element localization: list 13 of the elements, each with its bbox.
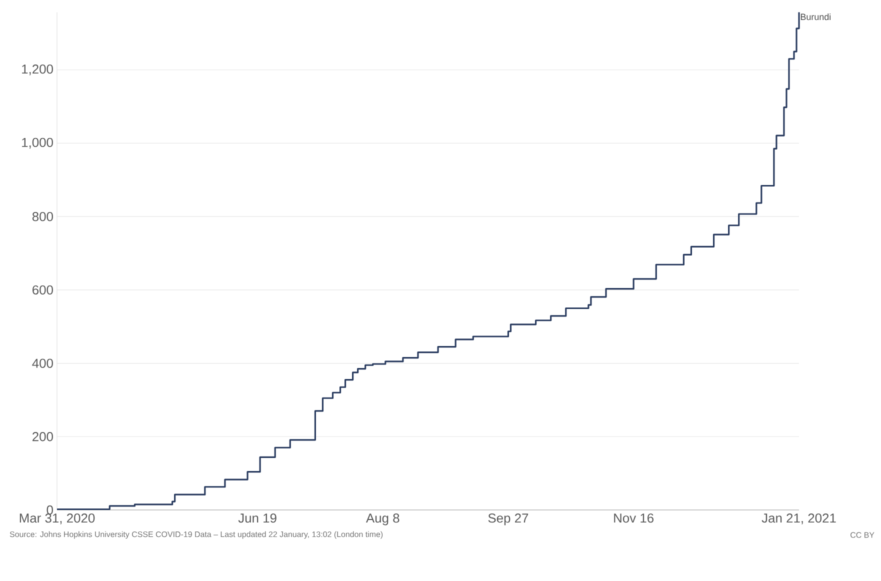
x-tick-label: Jan 21, 2021: [762, 514, 836, 524]
x-tick-label: Aug 8: [366, 514, 400, 526]
x-tick-label: Jun 19: [238, 514, 276, 523]
y-tick-label: 1,000: [22, 138, 53, 149]
y-tick-label: 200: [32, 432, 53, 442]
y-tick-label: 1,200: [22, 64, 53, 76]
x-tick-label: Nov 16: [614, 514, 654, 523]
x-tick-label: Mar 31, 2020: [20, 514, 95, 524]
y-tick-label: 800: [32, 212, 53, 222]
y-tick-label: 600: [32, 285, 53, 295]
x-tick-label: Sep 27: [488, 514, 528, 526]
series-label: Burundi: [800, 13, 831, 20]
y-tick-label: 400: [32, 358, 53, 368]
